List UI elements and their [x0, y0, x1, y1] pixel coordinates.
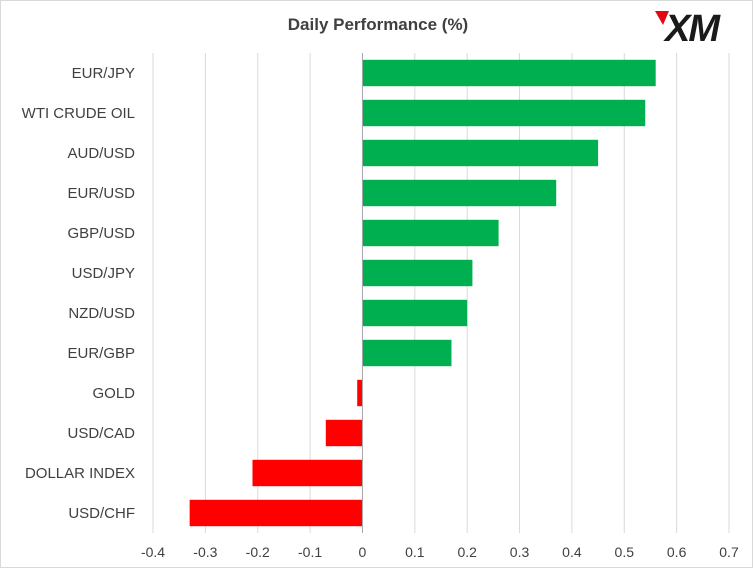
- bar-eur-usd: [362, 179, 557, 207]
- x-tick-label: -0.2: [246, 544, 270, 560]
- bars: [189, 59, 656, 527]
- bar-eur-jpy: [362, 59, 656, 87]
- bar-gbp-usd: [362, 219, 499, 247]
- category-label: NZD/USD: [68, 305, 135, 322]
- category-label: DOLLAR INDEX: [25, 465, 135, 482]
- x-tick-label: 0.6: [667, 544, 687, 560]
- x-tick-label: 0.2: [457, 544, 477, 560]
- category-label: USD/CAD: [67, 425, 135, 442]
- x-tick-label: 0: [359, 544, 367, 560]
- bar-usd-jpy: [362, 259, 473, 287]
- x-tick-label: 0.7: [719, 544, 739, 560]
- category-label: GBP/USD: [67, 225, 135, 242]
- x-tick-label: -0.4: [141, 544, 165, 560]
- bar-usd-chf: [189, 499, 363, 527]
- x-tick-label: 0.5: [615, 544, 635, 560]
- logo-text: XM: [663, 8, 721, 47]
- category-label: AUD/USD: [67, 145, 135, 162]
- x-tick-label: -0.1: [298, 544, 322, 560]
- category-labels: EUR/JPY WTI CRUDE OIL AUD/USD EUR/USD GBP/US…: [22, 65, 136, 522]
- gridlines: [152, 53, 730, 533]
- bar-nzd-usd: [362, 299, 468, 327]
- x-tick-label: 0.4: [562, 544, 582, 560]
- tick-labels: -0.4 -0.3 -0.2 -0.1 0 0.1 0.2 0.3 0.4 0.5 0.6 0.7: [141, 544, 739, 560]
- bar-aud-usd: [362, 139, 599, 167]
- category-label: EUR/GBP: [67, 345, 135, 362]
- x-tick-label: 0.3: [510, 544, 530, 560]
- logo-flag-icon: [655, 11, 669, 25]
- x-tick-label: -0.3: [193, 544, 217, 560]
- category-label: EUR/USD: [67, 185, 135, 202]
- category-label: GOLD: [92, 385, 135, 402]
- category-label: USD/JPY: [72, 265, 135, 282]
- category-label: USD/CHF: [68, 505, 135, 522]
- x-tick-label: 0.1: [405, 544, 425, 560]
- category-label: EUR/JPY: [72, 65, 135, 82]
- bar-gold: [357, 379, 363, 407]
- bar-dollar-index: [252, 459, 363, 487]
- xm-logo: XM: [655, 8, 723, 47]
- bar-usd-cad: [325, 419, 363, 447]
- chart-title: Daily Performance (%): [288, 15, 468, 34]
- bar-eur-gbp: [362, 339, 452, 367]
- category-label: WTI CRUDE OIL: [22, 105, 135, 122]
- bar-wti-crude-oil: [362, 99, 646, 127]
